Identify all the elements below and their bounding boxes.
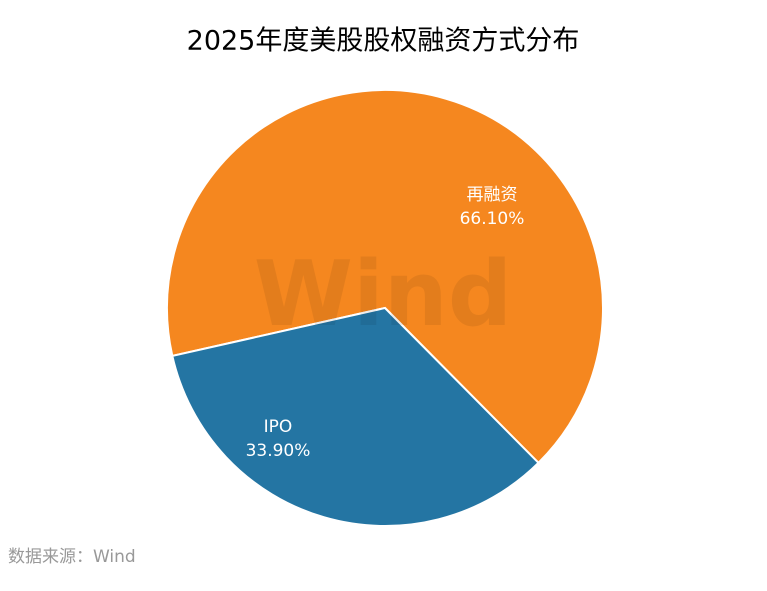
slice-label: 再融资	[467, 185, 518, 205]
slice-label: IPO	[264, 417, 293, 437]
pie-slice	[166, 89, 604, 465]
chart-title: 2025年度美股股权融资方式分布	[187, 26, 580, 57]
pie-slice	[171, 306, 540, 527]
value-label: 66.10%	[460, 209, 525, 229]
value-label: 33.90%	[246, 441, 311, 461]
watermark: Wind	[254, 242, 513, 347]
pie	[166, 89, 604, 527]
source-note: 数据来源：Wind	[8, 547, 136, 567]
